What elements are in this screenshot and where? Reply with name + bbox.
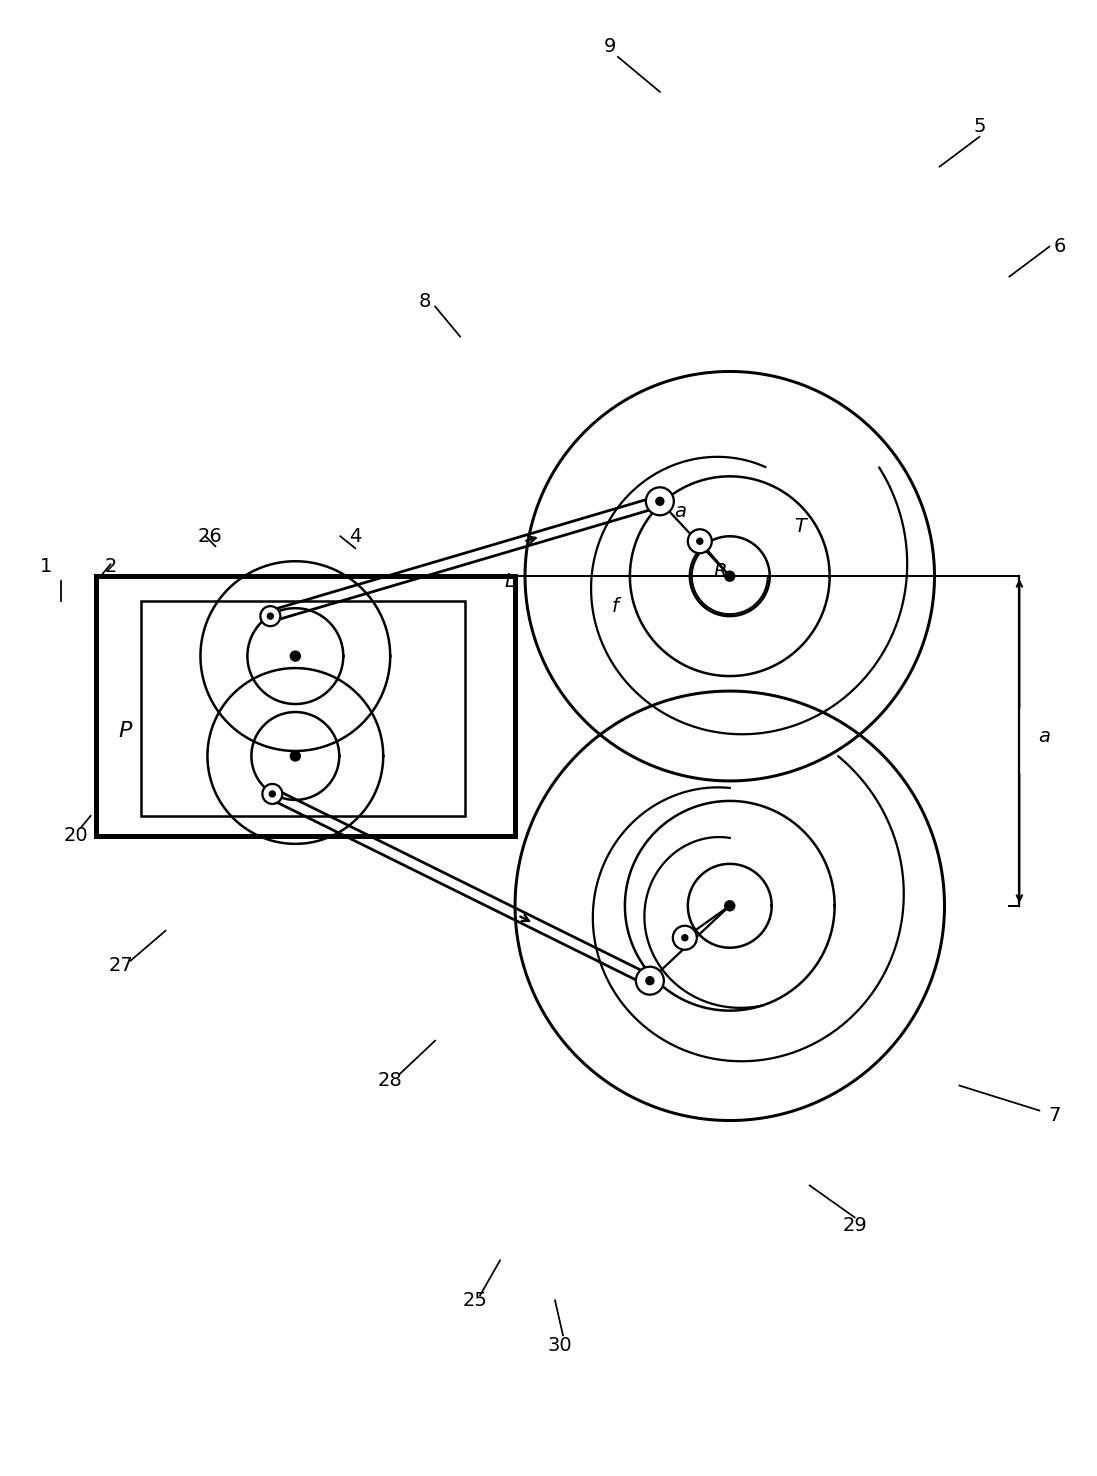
Text: 20: 20 (64, 827, 88, 846)
Circle shape (682, 934, 688, 940)
Circle shape (291, 751, 301, 762)
Text: a: a (1039, 726, 1050, 745)
Circle shape (656, 497, 664, 505)
Text: 29: 29 (842, 1216, 867, 1235)
Text: 9: 9 (603, 37, 617, 56)
Circle shape (646, 977, 654, 984)
Circle shape (291, 651, 301, 661)
Text: 28: 28 (377, 1072, 403, 1091)
Circle shape (697, 539, 703, 545)
Circle shape (270, 791, 275, 797)
Text: 25: 25 (463, 1292, 487, 1309)
Circle shape (636, 967, 664, 995)
Circle shape (672, 925, 697, 949)
Text: 8: 8 (419, 292, 431, 311)
Text: L: L (505, 571, 516, 590)
Bar (140, 601, 465, 816)
Text: P: P (118, 720, 133, 741)
Bar (95, 576, 516, 835)
Circle shape (268, 613, 273, 618)
Circle shape (260, 607, 281, 626)
Circle shape (725, 571, 735, 582)
Circle shape (262, 784, 282, 804)
Text: 1: 1 (39, 556, 52, 576)
Text: 5: 5 (973, 117, 986, 136)
Text: 30: 30 (547, 1336, 573, 1355)
Text: T: T (794, 517, 805, 536)
Text: 7: 7 (1048, 1106, 1061, 1125)
Text: R: R (713, 562, 726, 580)
Circle shape (688, 530, 712, 554)
Text: a: a (674, 502, 686, 521)
Text: 4: 4 (349, 527, 361, 546)
Text: 26: 26 (199, 527, 223, 546)
Text: 6: 6 (1053, 238, 1065, 257)
Circle shape (725, 900, 735, 911)
Text: f: f (611, 596, 619, 615)
Circle shape (646, 487, 674, 515)
Text: 2: 2 (104, 556, 116, 576)
Text: 27: 27 (109, 956, 133, 976)
